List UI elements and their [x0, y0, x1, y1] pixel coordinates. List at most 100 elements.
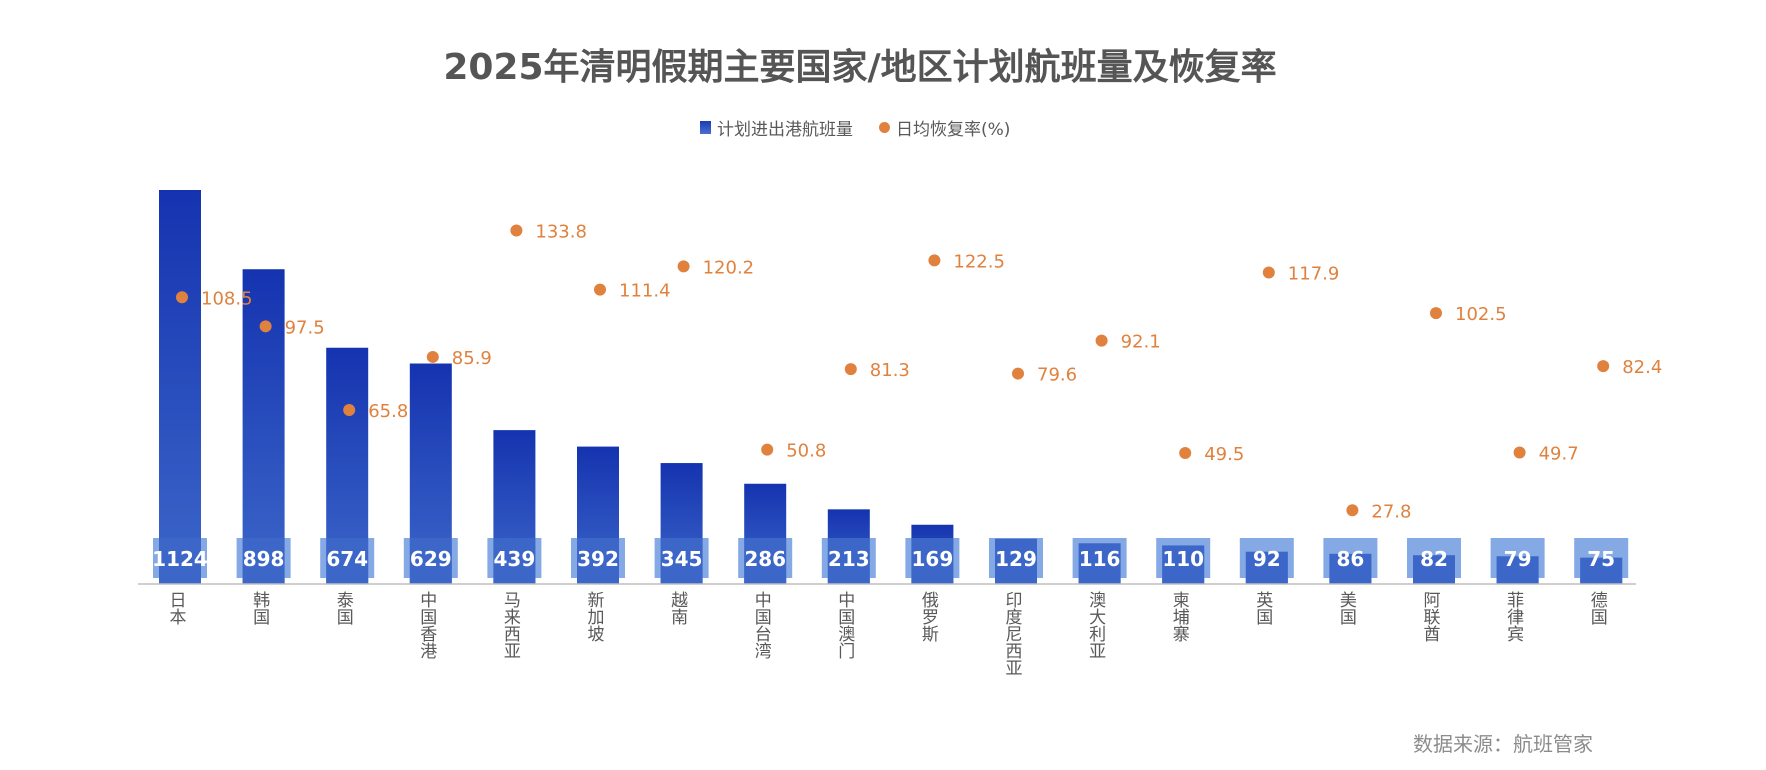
- rate-label-马来西亚: 133.8: [535, 222, 587, 243]
- rate-label-韩国: 97.5: [285, 317, 325, 338]
- rate-dot-澳大利亚[interactable]: [1095, 334, 1108, 347]
- bar-value-label-中国台湾: 286: [744, 547, 786, 571]
- x-tick-label-柬埔寨: 柬埔寨: [1173, 591, 1190, 645]
- data-source-note: 数据来源：航班管家: [1413, 732, 1593, 756]
- rate-label-泰国: 65.8: [368, 401, 408, 422]
- rate-dot-越南[interactable]: [677, 260, 690, 273]
- x-tick-label-泰国: 泰国: [337, 591, 354, 628]
- rate-label-日本: 108.5: [201, 288, 253, 309]
- rate-label-阿联酋: 102.5: [1455, 304, 1507, 325]
- bar-value-label-新加坡: 392: [577, 547, 619, 571]
- x-tick-label-马来西亚: 马来西亚: [504, 591, 521, 662]
- x-tick-label-新加坡: 新加坡: [588, 591, 605, 645]
- rate-label-中国台湾: 50.8: [786, 441, 826, 462]
- rate-dot-泰国[interactable]: [343, 403, 356, 416]
- rate-dot-中国香港[interactable]: [426, 350, 439, 363]
- bar-value-label-阿联酋: 82: [1420, 547, 1448, 571]
- legend-item-flights[interactable]: 计划进出港航班量: [700, 115, 853, 140]
- bar-日本[interactable]: [159, 190, 201, 584]
- bar-base-澳大利亚: [1078, 543, 1121, 584]
- x-tick-label-阿联酋: 阿联酋: [1424, 591, 1441, 645]
- rate-label-英国: 117.9: [1288, 263, 1340, 284]
- bar-value-label-美国: 86: [1336, 547, 1364, 571]
- bar-base-德国: [1580, 557, 1623, 584]
- rate-dot-韩国[interactable]: [259, 320, 272, 333]
- bar-value-label-澳大利亚: 116: [1079, 547, 1121, 571]
- x-tick-label-澳大利亚: 澳大利亚: [1089, 591, 1106, 662]
- bar-base-美国: [1329, 553, 1372, 584]
- x-tick-label-日本: 日本: [170, 591, 187, 628]
- bar-base-新加坡: [577, 538, 619, 584]
- rate-dot-美国[interactable]: [1346, 504, 1359, 517]
- x-tick-label-中国香港: 中国香港: [420, 591, 437, 662]
- rate-dot-马来西亚[interactable]: [510, 224, 523, 237]
- rate-dot-中国澳门[interactable]: [844, 363, 857, 376]
- bar-value-label-韩国: 898: [243, 547, 285, 571]
- rate-label-中国澳门: 81.3: [870, 360, 910, 381]
- x-tick-label-中国台湾: 中国台湾: [755, 591, 772, 662]
- rate-dot-俄罗斯[interactable]: [928, 254, 941, 267]
- bar-value-label-英国: 92: [1253, 547, 1281, 571]
- x-tick-label-中国澳门: 中国澳门: [838, 591, 855, 662]
- rate-dot-柬埔寨[interactable]: [1179, 447, 1192, 460]
- bar-韩国[interactable]: [242, 269, 285, 584]
- bar-base-英国: [1245, 551, 1288, 584]
- rate-dot-中国台湾[interactable]: [761, 443, 774, 456]
- bar-base-泰国: [326, 538, 369, 584]
- rate-label-美国: 27.8: [1371, 501, 1411, 522]
- bar-base-马来西亚: [493, 538, 536, 584]
- bar-value-label-马来西亚: 439: [494, 547, 536, 571]
- bar-base-柬埔寨: [1162, 545, 1205, 584]
- rate-label-越南: 120.2: [703, 257, 755, 278]
- x-tick-label-英国: 英国: [1256, 591, 1273, 628]
- x-tick-label-俄罗斯: 俄罗斯: [922, 591, 939, 645]
- x-tick-label-越南: 越南: [671, 591, 688, 628]
- bar-base-中国香港: [409, 538, 452, 584]
- bar-base-阿联酋: [1413, 555, 1455, 584]
- rate-label-菲律宾: 49.7: [1539, 443, 1579, 464]
- bar-value-label-中国香港: 629: [410, 547, 452, 571]
- rate-dot-英国[interactable]: [1262, 266, 1275, 279]
- bar-base-越南: [660, 538, 703, 584]
- legend: 计划进出港航班量 日均恢复率(%): [700, 115, 1010, 140]
- rate-dot-菲律宾[interactable]: [1513, 446, 1526, 459]
- rate-label-新加坡: 111.4: [619, 281, 671, 302]
- bar-value-label-柬埔寨: 110: [1162, 547, 1204, 571]
- bar-value-label-菲律宾: 79: [1504, 547, 1532, 571]
- legend-bar-swatch: [700, 121, 711, 134]
- legend-item-recovery[interactable]: 日均恢复率(%): [879, 115, 1010, 140]
- legend-dot-swatch: [879, 122, 890, 133]
- bar-base-日本: [159, 538, 201, 584]
- rate-dot-阿联酋[interactable]: [1430, 307, 1442, 320]
- rate-dot-印度尼西亚[interactable]: [1012, 367, 1024, 380]
- bar-value-label-中国澳门: 213: [828, 547, 870, 571]
- bar-value-label-日本: 1124: [152, 547, 208, 571]
- bar-base-印度尼西亚: [995, 538, 1037, 584]
- rate-dot-日本[interactable]: [176, 291, 188, 304]
- bar-value-label-德国: 75: [1587, 547, 1615, 571]
- rate-dot-德国[interactable]: [1597, 360, 1610, 373]
- rate-label-澳大利亚: 92.1: [1121, 332, 1161, 353]
- x-tick-label-美国: 美国: [1340, 591, 1357, 628]
- x-tick-label-印度尼西亚: 印度尼西亚: [1006, 591, 1023, 679]
- bar-base-菲律宾: [1496, 556, 1539, 584]
- rate-label-中国香港: 85.9: [452, 348, 492, 369]
- bar-base-韩国: [242, 538, 285, 584]
- chart-title: 2025年清明假期主要国家/地区计划航班量及恢复率: [443, 47, 1277, 88]
- bar-base-中国澳门: [827, 538, 870, 584]
- rate-dot-新加坡[interactable]: [594, 283, 606, 296]
- bar-value-label-泰国: 674: [326, 547, 368, 571]
- x-tick-label-德国: 德国: [1591, 591, 1608, 628]
- rate-label-柬埔寨: 49.5: [1204, 444, 1244, 465]
- legend-flights-label: 计划进出港航班量: [717, 120, 853, 140]
- bar-value-label-俄罗斯: 169: [912, 547, 954, 571]
- bar-base-俄罗斯: [911, 538, 954, 584]
- rate-label-俄罗斯: 122.5: [953, 251, 1005, 272]
- x-tick-label-韩国: 韩国: [253, 591, 270, 628]
- rate-label-印度尼西亚: 79.6: [1037, 365, 1077, 386]
- bar-base-中国台湾: [744, 538, 787, 584]
- bar-value-label-印度尼西亚: 129: [995, 547, 1037, 571]
- rate-label-德国: 82.4: [1622, 357, 1662, 378]
- x-tick-label-菲律宾: 菲律宾: [1507, 591, 1524, 645]
